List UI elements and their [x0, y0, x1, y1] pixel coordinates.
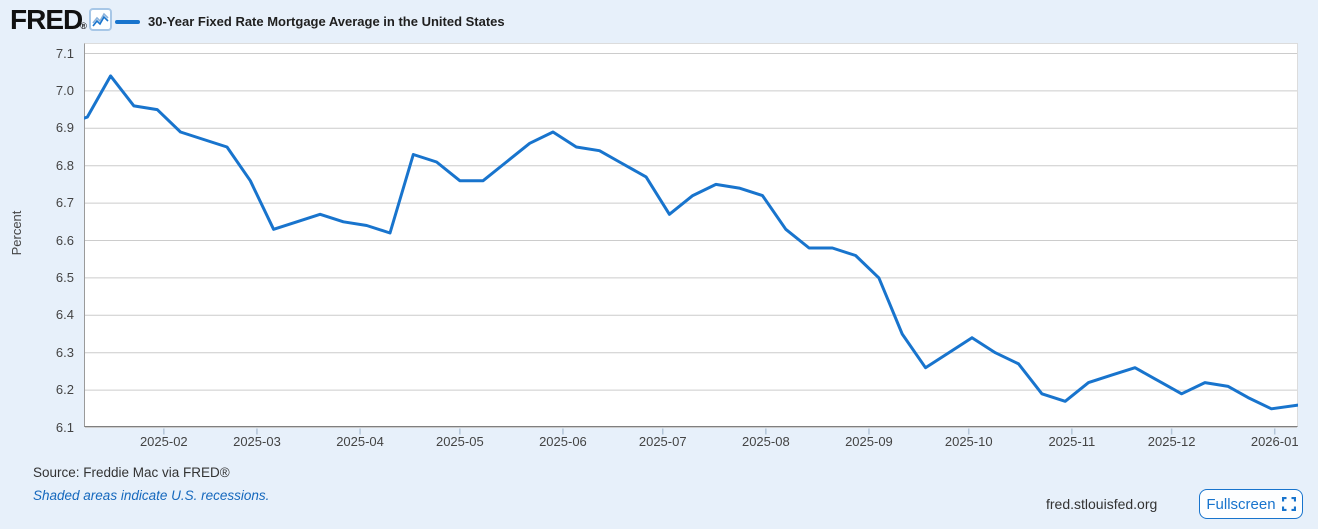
recession-note-link[interactable]: Shaded areas indicate U.S. recessions. — [33, 488, 270, 503]
y-axis-tick-label: 6.7 — [55, 195, 74, 211]
x-axis-tick-label: 2025-04 — [336, 434, 384, 449]
fullscreen-button[interactable]: Fullscreen — [1199, 489, 1303, 519]
y-axis-tick-label: 6.6 — [55, 232, 74, 248]
y-axis-tick-label: 6.9 — [55, 120, 74, 136]
y-axis-tick-label: 7.0 — [55, 82, 74, 98]
y-axis-tick-label: 6.3 — [55, 344, 74, 360]
y-axis-tick-label: 6.8 — [55, 157, 74, 173]
y-axis-tick-label: 6.2 — [55, 382, 74, 398]
x-axis-tick-label: 2026-01 — [1250, 434, 1299, 449]
fred-sparkline-icon — [89, 8, 112, 31]
x-axis-tick-label: 2025-11 — [1048, 434, 1096, 449]
x-axis-tick-label: 2025-06 — [539, 434, 587, 449]
fred-logo-text: FRED — [10, 4, 83, 35]
registered-mark: ® — [80, 20, 87, 31]
fullscreen-button-label: Fullscreen — [1206, 495, 1276, 513]
y-axis-tick-label: 6.1 — [55, 419, 74, 435]
x-axis-tick-label: 2025-03 — [233, 434, 281, 449]
fred-logo: FRED® — [10, 4, 88, 36]
source-text: Source: Freddie Mac via FRED® — [33, 465, 230, 480]
y-axis-title: Percent — [9, 210, 24, 256]
series-title-link[interactable]: 30-Year Fixed Rate Mortgage Average in t… — [148, 14, 505, 29]
x-axis-tick-label: 2025-05 — [435, 434, 484, 449]
series-legend-swatch — [115, 20, 140, 24]
x-axis-tick-label: 2025-10 — [944, 434, 993, 449]
y-axis-tick-label: 6.4 — [55, 307, 74, 323]
fred-site-link[interactable]: fred.stlouisfed.org — [1046, 496, 1158, 512]
y-axis-tick-label: 6.5 — [55, 269, 74, 285]
x-axis-tick-label: 2025-02 — [139, 434, 188, 449]
x-axis-tick-label: 2025-07 — [638, 434, 687, 449]
x-axis-tick-label: 2025-08 — [741, 434, 790, 449]
x-axis-tick-label: 2025-09 — [845, 434, 893, 449]
fullscreen-icon — [1281, 497, 1296, 511]
y-axis-tick-label: 7.1 — [55, 45, 74, 61]
plot-area — [84, 43, 1298, 427]
x-axis-tick-label: 2025-12 — [1147, 434, 1196, 449]
